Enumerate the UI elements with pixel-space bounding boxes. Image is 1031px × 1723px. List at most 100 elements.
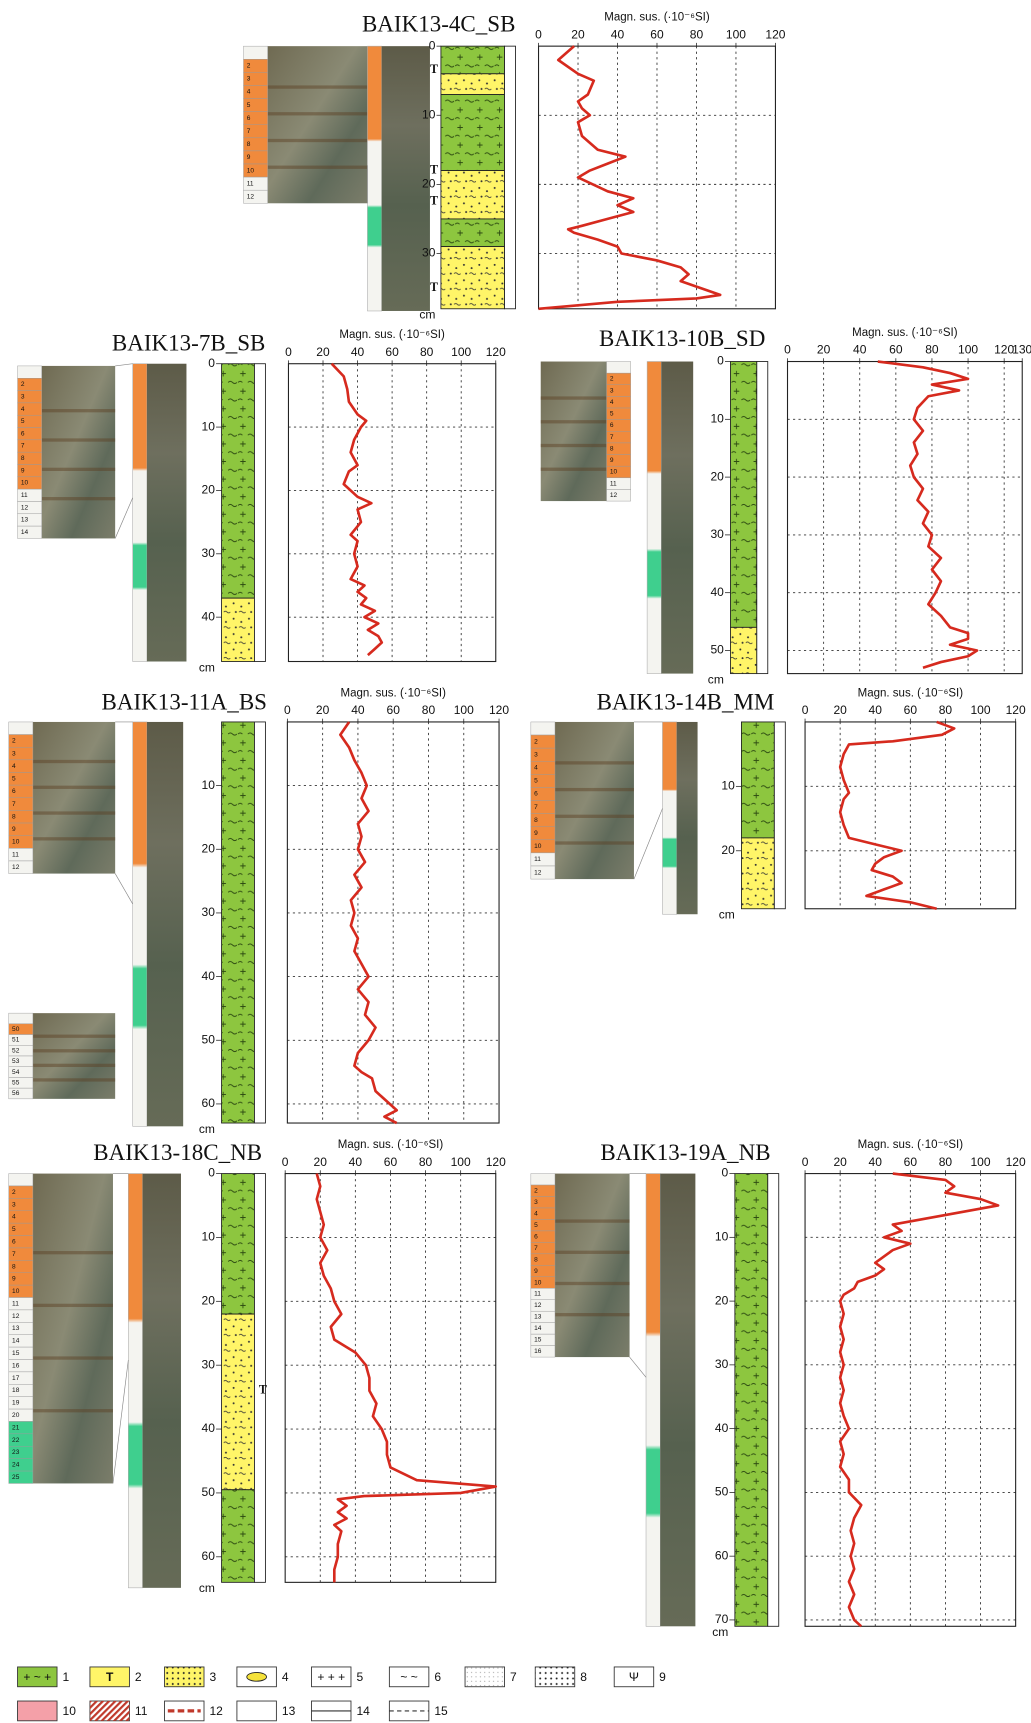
core-photo xyxy=(268,46,368,203)
scale-label: 50 xyxy=(12,1026,20,1033)
legend-label: 9 xyxy=(659,1670,666,1684)
scale-label: 9 xyxy=(534,830,538,837)
x-tick-label: 20 xyxy=(833,703,847,717)
scale-label: 17 xyxy=(12,1375,20,1382)
core-strip xyxy=(660,1174,695,1627)
scale-label: 10 xyxy=(610,469,618,476)
core-photo xyxy=(33,1013,115,1099)
scale-blank xyxy=(18,366,42,378)
y-tick-label: 10 xyxy=(715,1230,729,1244)
photo-band xyxy=(33,1356,113,1359)
scale-label: 4 xyxy=(534,1210,538,1217)
scale-label: 51 xyxy=(12,1037,20,1044)
legend-pattern xyxy=(165,1667,204,1687)
scale-label: 2 xyxy=(21,381,25,388)
x-tick-label: 40 xyxy=(853,343,867,357)
lithology-pattern xyxy=(441,247,505,309)
y-tick-label: 50 xyxy=(202,1032,216,1046)
x-axis-label: Magn. sus. (·10⁻⁶SI) xyxy=(604,12,710,24)
y-tick-label: 20 xyxy=(715,1293,729,1307)
lithology-mark: T xyxy=(259,1382,267,1396)
y-tick-label: 20 xyxy=(202,1293,216,1307)
y-tick-label: 60 xyxy=(715,1548,729,1562)
scale-label: 2 xyxy=(12,1189,16,1196)
scale-label: 2 xyxy=(12,738,16,745)
scale-label: 14 xyxy=(534,1325,542,1332)
x-tick-label: 20 xyxy=(817,343,831,357)
y-tick-label: 40 xyxy=(202,609,216,623)
scale-label: 20 xyxy=(12,1412,20,1419)
scale-label: 7 xyxy=(247,128,251,135)
scale-label: 13 xyxy=(21,517,29,524)
scale-label: 8 xyxy=(534,1256,538,1263)
legend-pattern xyxy=(535,1667,574,1687)
scale-label: 6 xyxy=(21,430,25,437)
y-tick-label: 0 xyxy=(717,354,724,368)
y-axis-label: cm xyxy=(199,660,215,674)
scale-label: 21 xyxy=(12,1424,20,1431)
scale-label: 9 xyxy=(12,826,16,833)
scale-label: 8 xyxy=(12,1263,16,1270)
scale-label: 15 xyxy=(12,1350,20,1357)
scale-label: 10 xyxy=(12,1288,20,1295)
lithology-pattern xyxy=(441,171,505,219)
scale-label: 54 xyxy=(12,1069,20,1076)
x-tick-label: 0 xyxy=(802,703,809,717)
zoom-connector xyxy=(630,1357,646,1377)
y-tick-label: 40 xyxy=(202,1421,216,1435)
x-tick-label: 20 xyxy=(833,1155,847,1169)
legend-label: 5 xyxy=(356,1670,363,1684)
x-tick-label: 80 xyxy=(419,1155,433,1169)
scale-label: 6 xyxy=(12,1238,16,1245)
scale-label: 4 xyxy=(247,89,251,96)
scale-label: 15 xyxy=(534,1337,542,1344)
scale-label: 19 xyxy=(12,1400,20,1407)
scale-label: 5 xyxy=(534,778,538,785)
x-tick-label: 60 xyxy=(904,1155,918,1169)
scale-label: 16 xyxy=(12,1362,20,1369)
photo-band xyxy=(33,760,115,763)
x-tick-label: 0 xyxy=(802,1155,809,1169)
scale-label: 11 xyxy=(610,480,617,487)
panel-title: BAIK13-19A_NB xyxy=(600,1139,770,1165)
scale-blank xyxy=(243,46,267,59)
lithology-side xyxy=(774,722,785,909)
figure: 23456789101112TTTT0102030cm0204060801001… xyxy=(0,0,1031,1723)
legend-label: 4 xyxy=(282,1670,289,1684)
y-tick-label: 50 xyxy=(715,1485,729,1499)
y-tick-label: 10 xyxy=(710,411,724,425)
scale-blank xyxy=(9,1013,33,1024)
lithology-pattern xyxy=(441,219,505,247)
x-tick-label: 60 xyxy=(384,1155,398,1169)
susceptibility-line xyxy=(840,722,954,909)
scale-label: 7 xyxy=(12,1251,16,1258)
scale-label: 12 xyxy=(12,1313,20,1320)
scale-label: 12 xyxy=(534,1302,542,1309)
x-tick-label: 80 xyxy=(420,345,434,359)
lithology-pattern xyxy=(735,1174,768,1627)
photo-band xyxy=(555,1313,630,1316)
legend-box xyxy=(237,1701,276,1721)
legend-label: 15 xyxy=(434,1704,448,1718)
y-tick-label: 60 xyxy=(202,1549,216,1563)
scale-label: 10 xyxy=(21,480,29,487)
scale-label: 11 xyxy=(247,180,254,187)
scale-label: 12 xyxy=(247,193,255,200)
legend-label: 14 xyxy=(356,1704,370,1718)
scale-label: 4 xyxy=(534,765,538,772)
x-axis-label: Magn. sus. (·10⁻⁶SI) xyxy=(338,1139,444,1151)
y-tick-label: 0 xyxy=(208,1166,215,1180)
core-photo xyxy=(33,722,115,874)
scale-label: 12 xyxy=(610,492,618,499)
panel-title: BAIK13-10B_SD xyxy=(599,325,765,351)
photo-band xyxy=(33,811,115,814)
panel-title: BAIK13-7B_SB xyxy=(112,329,266,355)
legend-label: 12 xyxy=(209,1704,223,1718)
zoom-connector xyxy=(115,364,133,366)
legend-label: 7 xyxy=(510,1670,517,1684)
x-tick-label: 80 xyxy=(422,703,436,717)
photo-band xyxy=(33,1409,113,1412)
legend-pattern xyxy=(465,1667,504,1687)
x-tick-label: 0 xyxy=(784,343,791,357)
x-tick-label: 40 xyxy=(869,703,883,717)
